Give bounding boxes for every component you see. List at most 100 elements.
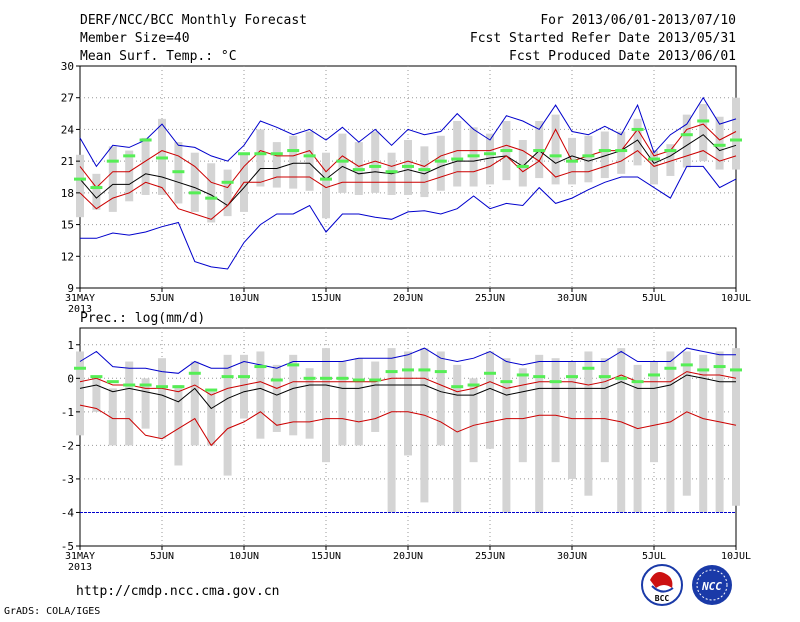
prec-range-bar	[617, 348, 626, 513]
prec-xtick-label: 5JUN	[150, 551, 174, 562]
temp-range-bar	[699, 104, 708, 162]
bcc-logo-text: BCC	[655, 594, 670, 603]
prec-xtick-label: 5JUL	[642, 551, 666, 562]
temp-range-bar	[108, 146, 117, 212]
footer-url[interactable]: http://cmdp.ncc.cma.gov.cn	[76, 584, 280, 599]
prec-xtick-label: 20JUN	[393, 551, 423, 562]
temp-series-upper	[79, 123, 737, 189]
temp-range-bar	[666, 144, 675, 176]
temp-range-bar	[420, 146, 429, 198]
temp-series-mean	[79, 134, 737, 207]
prec-range-bar	[272, 364, 281, 432]
prec-ytick-label: 0	[67, 372, 74, 385]
prec-ytick-label: -4	[61, 506, 75, 519]
prec-range-bar	[289, 354, 298, 436]
temp-ytick-label: 24	[61, 123, 75, 136]
header-produced-date: Fcst Produced Date 2013/06/01	[509, 49, 736, 64]
bcc-logo: BCC	[641, 564, 683, 606]
prec-range-bar	[92, 378, 101, 412]
temp-range-bar	[715, 116, 724, 170]
temp-range-bar	[207, 163, 216, 223]
prec-range-bar	[108, 388, 117, 446]
temp-range-bar	[92, 173, 101, 210]
prec-range-bar	[469, 378, 478, 463]
prec-range-bar	[387, 348, 396, 513]
temp-range-bar	[240, 154, 248, 212]
temp-range-bar	[518, 140, 527, 187]
prec-series-lower	[79, 404, 737, 447]
temp-ytick-label: 18	[61, 187, 74, 200]
prec-range-bar	[141, 378, 150, 429]
temp-xtick-label: 31MAY	[65, 293, 95, 304]
prec-xtick-label-year: 2013	[68, 562, 92, 573]
prec-range-bar	[338, 361, 347, 446]
temp-xtick-label: 15JUN	[311, 293, 341, 304]
header: DERF/NCC/BCC Monthly Forecast Member Siz…	[80, 13, 736, 64]
temp-xtick-label: 10JUL	[721, 293, 751, 304]
temp-series-max	[79, 96, 737, 168]
temp-ytick-label: 21	[61, 155, 74, 168]
temp-range-bar	[650, 150, 658, 185]
temp-xtick-label-year: 2013	[68, 304, 92, 315]
prec-xtick-label: 25JUN	[475, 551, 505, 562]
prec-range-bar	[486, 351, 494, 449]
temp-range-bar	[584, 135, 593, 183]
prec-xtick-label: 31MAY	[65, 551, 95, 562]
prec-range-bar	[518, 368, 527, 463]
temp-range-bar	[289, 135, 298, 189]
temp-range-bar	[486, 133, 494, 185]
temp-range-bar	[732, 97, 740, 170]
temp-range-bar	[453, 120, 462, 187]
temp-ytick-label: 12	[61, 250, 74, 263]
temp-xtick-label: 25JUN	[475, 293, 505, 304]
prec-range-bar	[207, 391, 216, 446]
temp-range-bar	[223, 169, 232, 217]
header-period: For 2013/06/01-2013/07/10	[540, 13, 736, 28]
temp-ytick-label: 30	[61, 60, 74, 73]
footer: http://cmdp.ncc.cma.gov.cn GrADS: COLA/I…	[4, 564, 732, 617]
prec-range-bar	[354, 358, 363, 446]
temp-series-lower	[79, 149, 737, 220]
temp-range-bar	[256, 129, 265, 187]
prec-range-bar	[715, 351, 724, 513]
temp-xtick-label: 5JUL	[642, 293, 666, 304]
prec-series-mean	[79, 374, 736, 410]
temp-range-bar	[305, 131, 314, 191]
prec-range-bar	[305, 368, 314, 439]
prec-range-bar	[453, 364, 462, 513]
prec-range-bar	[568, 361, 576, 479]
prec-ytick-label: -2	[61, 439, 74, 452]
temp-xtick-label: 10JUN	[229, 293, 259, 304]
temp-range-bar	[338, 133, 347, 193]
temp-range-bar	[682, 114, 691, 168]
prec-range-bar	[600, 358, 609, 463]
prec-ytick-label: -5	[61, 540, 74, 553]
temp-range-bar	[272, 142, 281, 188]
temp-ytick-label: 9	[67, 282, 74, 295]
prec-series-max	[79, 347, 736, 374]
prec-range-bar	[420, 348, 429, 503]
temp-range-bar	[551, 114, 560, 185]
prec-range-bar	[76, 351, 84, 436]
prec-xtick-label: 30JUN	[557, 551, 587, 562]
temp-xtick-label: 30JUN	[557, 293, 587, 304]
prec-range-bar	[699, 354, 708, 513]
prec-range-bar	[190, 361, 199, 446]
prec-range-bar	[125, 361, 134, 446]
prec-range-bar	[732, 348, 740, 506]
prec-range-bar	[371, 361, 380, 432]
prec-range-bar	[158, 358, 166, 439]
prec-xtick-label: 10JUN	[229, 551, 259, 562]
prec-ytick-label: -3	[61, 473, 74, 486]
prec-range-bar	[404, 351, 412, 456]
header-variable: Mean Surf. Temp.: °C	[80, 49, 237, 64]
prec-range-bar	[502, 358, 511, 513]
temp-ytick-label: 15	[61, 219, 74, 232]
temp-range-bar	[125, 150, 134, 202]
prec-range-bar	[584, 351, 593, 496]
temp-range-bar	[600, 131, 609, 179]
